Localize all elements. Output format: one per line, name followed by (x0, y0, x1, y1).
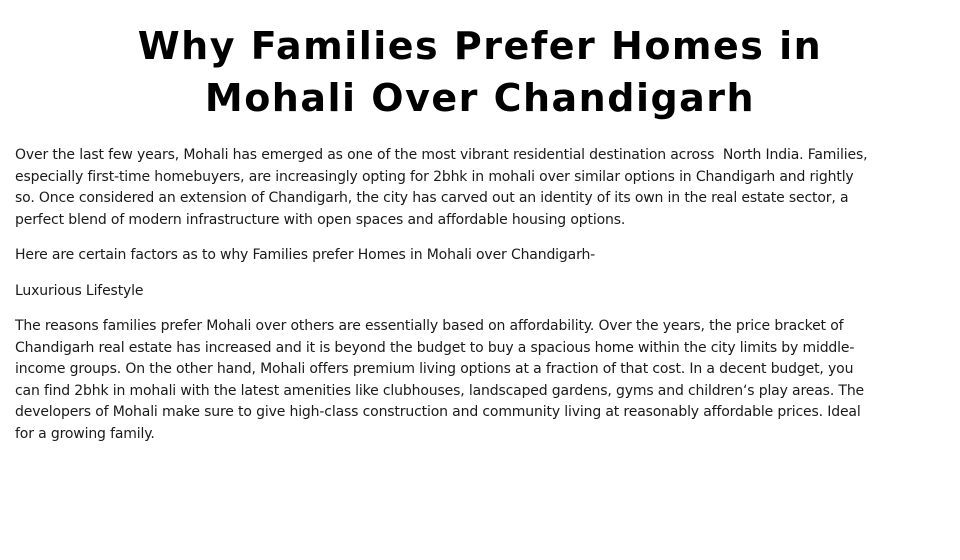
page-title: Why Families Prefer Homes in Mohali Over… (137, 24, 823, 120)
article-page: Why Families Prefer Homes in Mohali Over… (0, 20, 960, 560)
paragraph-factors-lead: Here are certain factors as to why Famil… (15, 247, 596, 263)
paragraph-affordability: The reasons families prefer Mohali over … (15, 318, 865, 442)
section-heading-luxurious-lifestyle: Luxurious Lifestyle (15, 282, 144, 299)
paragraph-intro: Over the last few years, Mohali has emer… (15, 147, 868, 228)
article-body: Over the last few years, Mohali has emer… (0, 145, 960, 445)
